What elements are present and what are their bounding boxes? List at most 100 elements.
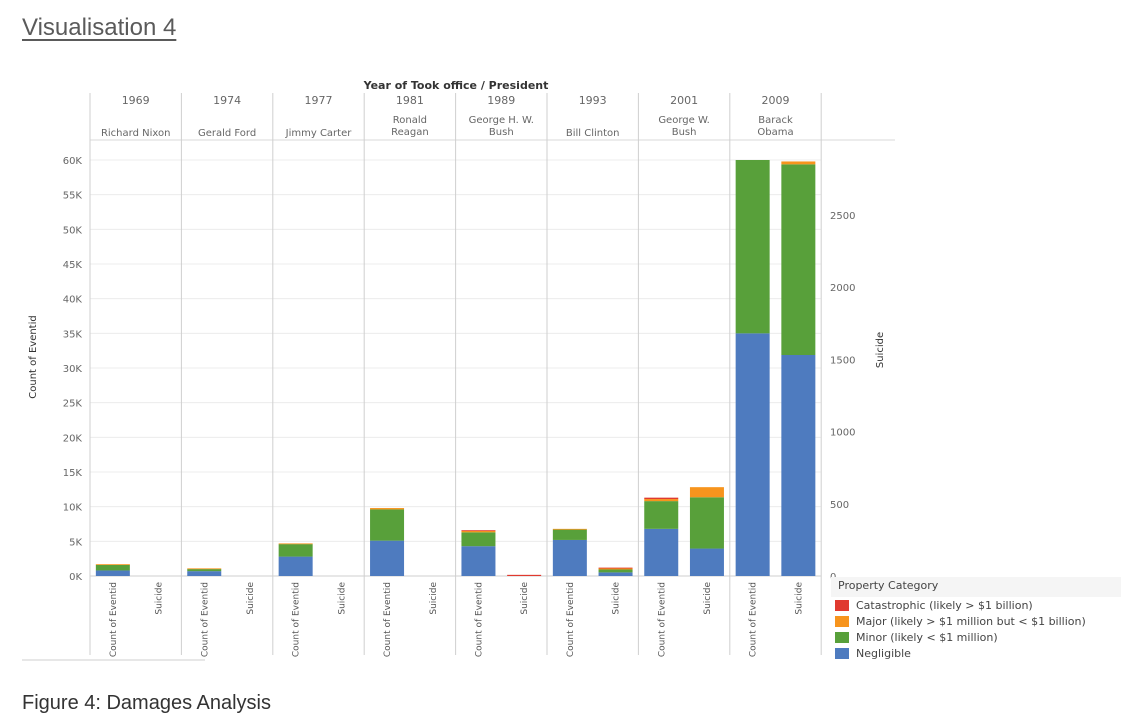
legend-label-major: Major (likely > $1 million but < $1 bill… [856,614,1086,628]
bar-suicide-major [781,161,816,165]
bar-suicide-minor [598,569,633,573]
legend-title: Property Category [831,577,1121,597]
right-axis-label: Suicide [875,332,886,368]
president-label: Barack [758,115,793,126]
bar-count-negligible [278,556,313,576]
bar-suicide-major [689,487,724,498]
bar-count-minor [370,509,405,541]
bar-suicide-minor [689,497,724,549]
year-label: 1969 [122,94,150,107]
bar-count-major [461,530,496,533]
bar-count-minor [95,564,130,571]
bar-suicide-catastrophic [598,567,633,569]
bar-suicide-negligible [598,572,633,576]
left-tick-label: 5K [69,537,82,548]
left-tick-label: 25K [63,399,83,410]
measure-label: Suicide [429,582,439,615]
president-label: Bush [489,127,514,138]
bar-count-negligible [552,539,587,576]
left-tick-label: 10K [63,503,83,514]
year-label: 1989 [487,94,515,107]
measure-label: Count of Eventid [566,582,576,657]
bar-count-minor [644,501,679,529]
right-tick-label: 2000 [830,283,855,294]
year-label: 2009 [762,94,790,107]
year-label: 1981 [396,94,424,107]
bar-count-major [644,499,679,502]
bar-suicide-major [598,568,633,570]
bar-count-negligible [735,333,770,576]
left-tick-label: 15K [63,468,83,479]
bars [95,160,816,576]
president-label: Reagan [391,127,429,138]
measure-label: Suicide [794,582,804,615]
measure-label: Suicide [612,582,622,615]
president-label: Bush [672,127,697,138]
left-tick-label: 30K [63,364,83,375]
measure-label: Suicide [520,582,530,615]
bar-count-negligible [370,540,405,576]
left-tick-label: 20K [63,433,83,444]
legend-swatch-minor [835,631,849,643]
legend-item-minor[interactable]: Minor (likely < $1 million) [831,629,1121,645]
bar-count-major [370,508,405,510]
damages-chart: 1969 Richard Nixon 1974 Gerald Ford 1977 Jimm… [22,79,895,661]
bar-suicide-minor [781,164,816,355]
bar-count-major [187,568,222,570]
bar-count-major [552,528,587,530]
header-title: Year of Took office / President [363,79,549,92]
bar-suicide-negligible [781,355,816,576]
chart-frame [22,93,895,661]
president-label: Bill Clinton [566,128,620,139]
bar-count-minor [187,569,222,572]
bar-count-major [95,564,130,566]
measure-label: Count of Eventid [474,582,484,657]
legend-label-minor: Minor (likely < $1 million) [856,630,998,644]
president-label: Gerald Ford [198,128,256,139]
left-tick-label: 35K [63,329,83,340]
legend-item-negligible[interactable]: Negligible [831,645,1121,661]
legend: Property Category Catastrophic (likely >… [831,577,1121,661]
president-label: Jimmy Carter [285,128,353,139]
legend-item-catastrophic[interactable]: Catastrophic (likely > $1 billion) [831,597,1121,613]
legend-label-negligible: Negligible [856,646,911,660]
measure-label: Suicide [246,582,256,615]
bar-count-catastrophic [461,530,496,532]
bar-suicide-negligible [689,548,724,576]
left-tick-label: 45K [63,260,83,271]
right-tick-label: 1500 [830,355,855,366]
legend-label-catastrophic: Catastrophic (likely > $1 billion) [856,598,1033,612]
measure-label: Suicide [703,582,713,615]
president-label: Richard Nixon [101,128,170,139]
measure-label: Count of Eventid [109,582,119,657]
legend-swatch-negligible [835,647,849,659]
bar-suicide-catastrophic [507,574,542,576]
president-label: Ronald [393,115,427,126]
axes: 0K5K10K15K20K25K30K35K40K45K50K55K60K050… [63,156,856,657]
measure-label: Count of Eventid [383,582,393,657]
bar-count-negligible [644,528,679,576]
figure-caption: Figure 4: Damages Analysis [22,692,272,714]
column-headers: 1969 Richard Nixon 1974 Gerald Ford 1977 Jimm… [101,94,794,139]
bar-count-major [278,543,313,545]
right-tick-label: 2500 [830,211,855,222]
legend-swatch-major [835,615,849,627]
right-tick-label: 1000 [830,428,855,439]
bar-count-minor [461,532,496,547]
legend-swatch-catastrophic [835,599,849,611]
bar-count-negligible [461,546,496,576]
left-tick-label: 55K [63,191,83,202]
measure-label: Count of Eventid [749,582,759,657]
left-axis-label: Count of Eventid [28,315,39,398]
year-label: 2001 [670,94,698,107]
year-label: 1974 [213,94,241,107]
bar-count-minor [735,160,770,334]
measure-label: Suicide [155,582,165,615]
bar-count-minor [552,529,587,540]
bar-count-catastrophic [644,497,679,500]
measure-label: Suicide [337,582,347,615]
left-tick-label: 40K [63,295,83,306]
legend-item-major[interactable]: Major (likely > $1 million but < $1 bill… [831,613,1121,629]
bar-count-minor [278,544,313,557]
bar-count-negligible [95,570,130,576]
